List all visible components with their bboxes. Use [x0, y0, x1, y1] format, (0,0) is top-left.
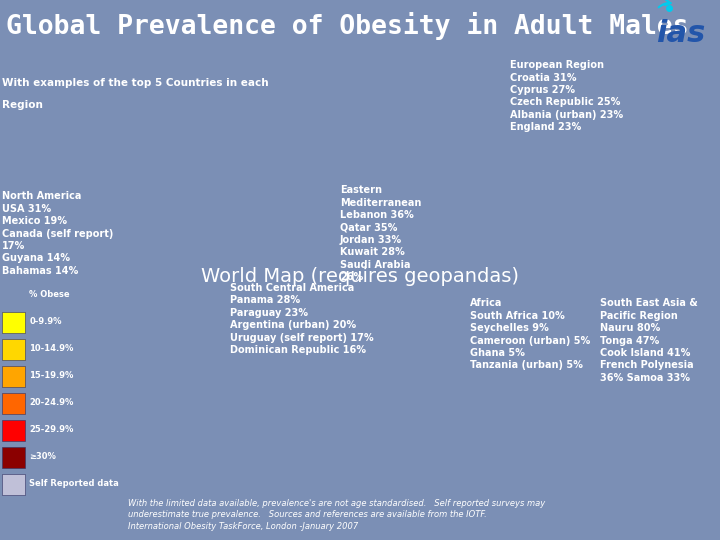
Text: Global Prevalence of Obesity in Adult Males: Global Prevalence of Obesity in Adult Ma…: [6, 12, 688, 39]
FancyBboxPatch shape: [2, 393, 25, 414]
Text: With examples of the top 5 Countries in each: With examples of the top 5 Countries in …: [2, 78, 269, 89]
FancyBboxPatch shape: [2, 420, 25, 441]
FancyBboxPatch shape: [2, 366, 25, 387]
Text: Eastern
Mediterranean
Lebanon 36%
Qatar 35%
Jordan 33%
Kuwait 28%
Saudi Arabia
2: Eastern Mediterranean Lebanon 36% Qatar …: [340, 185, 421, 282]
Text: Africa
South Africa 10%
Seychelles 9%
Cameroon (urban) 5%
Ghana 5%
Tanzania (urb: Africa South Africa 10% Seychelles 9% Ca…: [470, 298, 590, 370]
FancyBboxPatch shape: [2, 312, 25, 333]
FancyBboxPatch shape: [2, 339, 25, 360]
FancyBboxPatch shape: [2, 447, 25, 468]
Text: 15-19.9%: 15-19.9%: [30, 371, 73, 380]
Text: ias: ias: [656, 19, 705, 48]
Text: 20-24.9%: 20-24.9%: [30, 398, 73, 407]
Text: 10-14.9%: 10-14.9%: [30, 344, 73, 353]
Text: ≥30%: ≥30%: [30, 452, 56, 461]
Text: Self Reported data: Self Reported data: [30, 479, 119, 488]
Text: South East Asia &
Pacific Region
Nauru 80%
Tonga 47%
Cook Island 41%
French Poly: South East Asia & Pacific Region Nauru 8…: [600, 298, 698, 383]
Text: With the limited data available, prevalence's are not age standardised.   Self r: With the limited data available, prevale…: [128, 499, 546, 531]
Text: 0-9.9%: 0-9.9%: [30, 317, 62, 326]
Text: South Central America
Panama 28%
Paraguay 23%
Argentina (urban) 20%
Uruguay (sel: South Central America Panama 28% Paragua…: [230, 283, 374, 355]
Text: Region: Region: [2, 100, 43, 110]
Text: % Obese: % Obese: [30, 290, 70, 299]
Text: European Region
Croatia 31%
Cyprus 27%
Czech Republic 25%
Albania (urban) 23%
En: European Region Croatia 31% Cyprus 27% C…: [510, 60, 623, 132]
FancyBboxPatch shape: [2, 474, 25, 495]
Text: World Map (requires geopandas): World Map (requires geopandas): [201, 267, 519, 286]
Text: North America
USA 31%
Mexico 19%
Canada (self report)
17%
Guyana 14%
Bahamas 14%: North America USA 31% Mexico 19% Canada …: [2, 191, 113, 276]
Text: 25-29.9%: 25-29.9%: [30, 425, 73, 434]
